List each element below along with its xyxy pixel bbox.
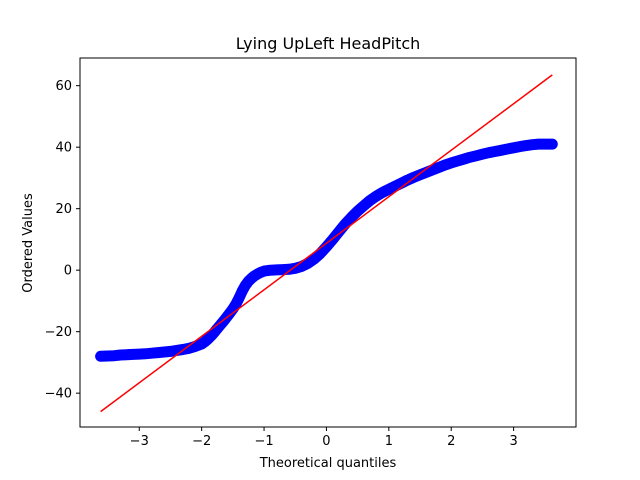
- x-tick-label: 0: [322, 434, 330, 449]
- data-point: [359, 201, 369, 211]
- data-point: [309, 254, 319, 264]
- x-tick-label: 1: [385, 434, 393, 449]
- x-tick-label: −2: [192, 434, 211, 449]
- y-tick-label: −40: [45, 387, 72, 402]
- x-tick-label: −1: [254, 434, 273, 449]
- data-point: [353, 206, 363, 216]
- y-tick-label: 40: [55, 141, 72, 156]
- plot-frame: [79, 57, 577, 428]
- y-tick-label: 0: [64, 264, 72, 279]
- data-point: [346, 212, 356, 222]
- y-tick-label: 60: [55, 79, 72, 94]
- data-point: [534, 139, 544, 149]
- y-tick-label: 20: [55, 202, 72, 217]
- x-tick-label: 3: [509, 434, 517, 449]
- y-axis: −40 −20 0 20 40 60: [45, 79, 80, 402]
- y-axis-label: Ordered Values: [21, 193, 36, 293]
- data-point: [547, 139, 557, 149]
- data-point: [315, 249, 325, 259]
- x-axis-label: Theoretical quantiles: [259, 456, 397, 471]
- y-tick-label: −20: [45, 325, 72, 340]
- data-point: [96, 351, 106, 361]
- data-point: [365, 195, 375, 205]
- data-point: [234, 293, 244, 303]
- x-axis: −3 −2 −1 0 1 2 3: [130, 427, 518, 449]
- data-point: [334, 227, 344, 237]
- data-point: [340, 219, 350, 229]
- x-tick-label: 2: [447, 434, 455, 449]
- x-tick-label: −3: [130, 434, 149, 449]
- fit-line: [100, 74, 553, 413]
- plot-marks: [95, 74, 558, 413]
- chart-title: Lying UpLeft HeadPitch: [236, 34, 421, 53]
- data-point: [303, 258, 313, 268]
